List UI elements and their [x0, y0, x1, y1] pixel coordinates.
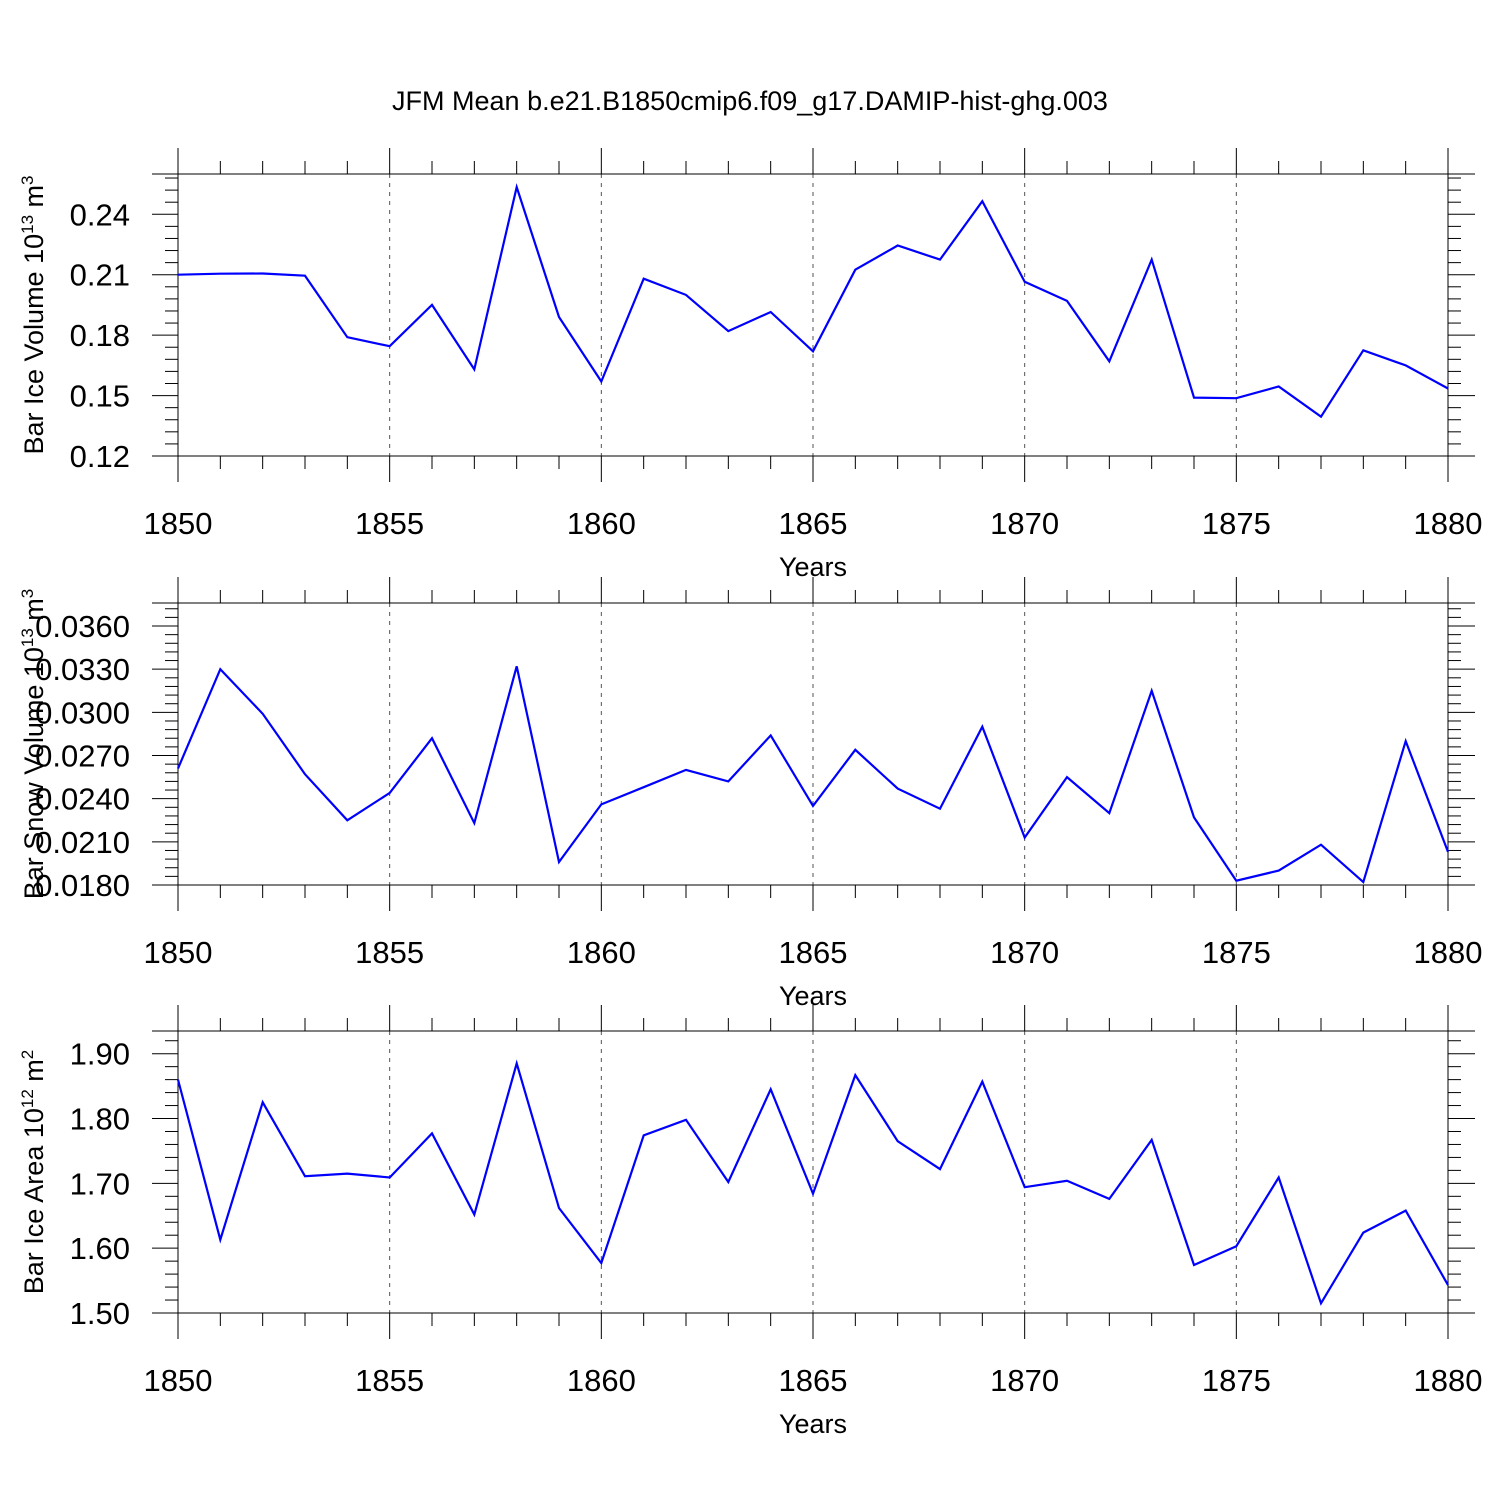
- series-line: [177, 183, 1449, 419]
- x-tick-label: 1865: [779, 935, 848, 970]
- x-tick-label: 1855: [355, 935, 424, 970]
- x-tick-label: 1875: [1202, 935, 1271, 970]
- series-line: [176, 1059, 1449, 1306]
- y-tick-label: 0.0210: [35, 825, 130, 860]
- y-tick-label: 0.15: [70, 379, 130, 414]
- x-tick-label: 1850: [144, 1363, 213, 1398]
- panel-1: 0.12 0.15 0.18 0.21 0.24 1850 1855 1860 1865 1870…: [18, 148, 1482, 582]
- x-tick-label: 1880: [1414, 506, 1483, 541]
- x-tick-label: 1875: [1202, 506, 1271, 541]
- y-tick-label: 0.0360: [35, 609, 130, 644]
- y-tick-label: 1.50: [70, 1296, 130, 1331]
- y-tick-label: 1.90: [70, 1037, 130, 1072]
- x-tick-label: 1880: [1414, 1363, 1483, 1398]
- y-axis-label: Bar Snow Volume 1013 m3: [18, 589, 49, 900]
- y-tick-label: 0.0300: [35, 695, 130, 730]
- y-axis-label: Bar Ice Volume 1013 m3: [18, 175, 49, 454]
- series-line: [176, 666, 1450, 885]
- x-tick-label: 1850: [144, 506, 213, 541]
- x-tick-label: 1860: [567, 506, 636, 541]
- chart-title: JFM Mean b.e21.B1850cmip6.f09_g17.DAMIP-…: [392, 86, 1108, 116]
- x-tick-label: 1870: [990, 1363, 1059, 1398]
- x-tick-label: 1855: [355, 1363, 424, 1398]
- x-axis-label: Years: [779, 1409, 847, 1439]
- y-tick-label: 1.60: [70, 1231, 130, 1266]
- y-tick-label: 0.0330: [35, 652, 130, 687]
- y-axis-label: Bar Ice Area 1012 m2: [18, 1050, 49, 1295]
- x-tick-label: 1860: [567, 1363, 636, 1398]
- y-tick-label: 0.24: [70, 197, 130, 232]
- x-tick-label: 1865: [779, 506, 848, 541]
- y-tick-label: 1.80: [70, 1102, 130, 1137]
- y-tick-label: 0.12: [70, 439, 130, 474]
- x-tick-label: 1865: [779, 1363, 848, 1398]
- x-tick-label: 1860: [567, 935, 636, 970]
- y-tick-label: 0.21: [70, 258, 130, 293]
- x-tick-label: 1870: [990, 935, 1059, 970]
- x-tick-label: 1880: [1414, 935, 1483, 970]
- x-tick-label: 1875: [1202, 1363, 1271, 1398]
- y-tick-label: 0.0270: [35, 739, 130, 774]
- y-tick-label: 0.0240: [35, 782, 130, 817]
- panel-2: 0.0180 0.0210 0.0240 0.0270 0.0300 0.0330 0.03…: [18, 577, 1482, 1011]
- x-tick-label: 1855: [355, 506, 424, 541]
- y-tick-label: 0.0180: [35, 868, 130, 903]
- x-tick-label: 1870: [990, 506, 1059, 541]
- y-tick-label: 0.18: [70, 318, 130, 353]
- y-tick-label: 1.70: [70, 1166, 130, 1201]
- panel-3: 1.50 1.60 1.70 1.80 1.90 1850 1855 1860 1865 1870…: [18, 1005, 1482, 1439]
- x-tick-label: 1850: [144, 935, 213, 970]
